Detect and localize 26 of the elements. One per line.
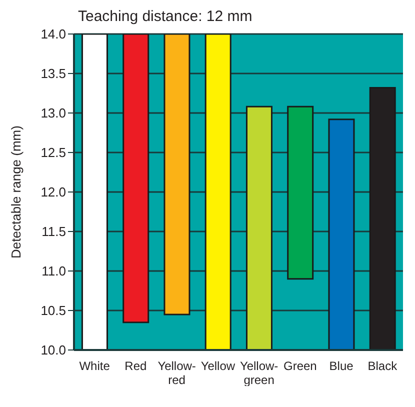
x-tick-label: Yellow (200, 359, 236, 373)
x-tick-label: Green (284, 359, 317, 373)
x-tick-label: Yellow-red (158, 359, 196, 387)
bar (328, 118, 355, 350)
bar (287, 106, 314, 280)
bar (81, 34, 108, 350)
y-tick-label: 11.0 (42, 264, 66, 279)
bar (122, 34, 150, 324)
bar (164, 34, 190, 316)
bar (246, 106, 272, 350)
x-tick-label: Black (368, 359, 398, 373)
bar (204, 34, 232, 350)
y-tick-label: 10.0 (40, 342, 66, 358)
x-tick-label: White (79, 359, 110, 373)
x-tick-label: Red (124, 359, 147, 373)
y-tick-label: 12.5 (40, 145, 66, 160)
y-tick-label: 14.0 (40, 26, 66, 42)
y-tick-label: 13.5 (40, 66, 66, 82)
y-tick-label: 13.0 (40, 106, 66, 121)
x-tick-label: Blue (329, 359, 354, 373)
y-tick-label: 10.5 (40, 303, 66, 318)
chart-title: Teaching distance: 12 mm (78, 8, 254, 26)
y-tick-label: 11.5 (42, 224, 66, 240)
y-tick-label: 12.0 (40, 184, 66, 200)
y-axis-title: Detectable range (mm) (8, 126, 24, 258)
bar (369, 86, 396, 350)
